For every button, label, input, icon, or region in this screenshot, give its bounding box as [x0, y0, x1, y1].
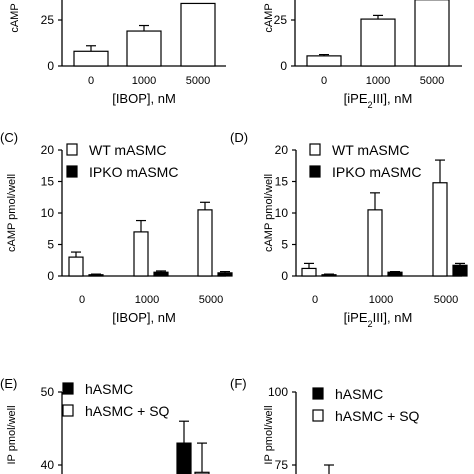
x-axis-label-D: [iPE2III], nM — [344, 310, 413, 329]
bar-B — [414, 0, 450, 67]
x-tick-label-A: 5000 — [186, 75, 210, 87]
y-tick-label-E: 50 — [41, 385, 55, 399]
y-tick-label-C: 20 — [41, 143, 55, 157]
y-tick-label-D: 20 — [275, 143, 289, 157]
y-tick-label-C: 15 — [41, 175, 55, 189]
bar-D — [432, 182, 448, 277]
x-axis-label-A: [IBOP], nM — [112, 91, 176, 106]
legend-label-E: hASMC + SQ — [85, 403, 170, 419]
y-tick-label-B: 0 — [280, 59, 287, 73]
y-axis-label-A: cAMP — [9, 3, 21, 32]
y-axis-label-C: cAMP pmol/well — [6, 174, 18, 252]
bar-B — [360, 18, 396, 67]
x-tick-label-B: 5000 — [420, 75, 444, 87]
x-axis-label-B: [iPE2III], nM — [344, 91, 413, 110]
y-tick-label-C: 10 — [41, 206, 55, 220]
legend-label-D: WT mASMC — [332, 142, 410, 158]
bar-D — [367, 209, 383, 277]
bar-C — [68, 256, 84, 277]
x-axis-label-C: [IBOP], nM — [112, 310, 176, 325]
bar-A — [73, 50, 109, 67]
y-axis-label-B: cAMP — [263, 3, 275, 32]
x-tick-label-D: 1000 — [369, 294, 393, 306]
x-tick-label-B: 1000 — [366, 75, 390, 87]
panel-label-C: (C) — [0, 130, 18, 145]
legend-swatch-C — [66, 165, 78, 178]
y-axis-label-E: IP pmol/well — [6, 405, 18, 464]
legend-swatch-E — [62, 382, 74, 395]
panel-label-E: (E) — [0, 376, 17, 391]
panel-label-D: (D) — [230, 130, 248, 145]
bar-B — [306, 55, 342, 67]
y-tick-label-A: 25 — [41, 13, 55, 27]
x-tick-label-B: 0 — [321, 75, 327, 87]
x-tick-label-C: 1000 — [135, 294, 159, 306]
y-tick-label-C: 5 — [47, 238, 54, 252]
legend-swatch-D — [309, 143, 321, 156]
y-tick-label-F: 100 — [268, 385, 288, 399]
legend-label-F: hASMC — [335, 386, 383, 402]
legend-swatch-F — [312, 409, 324, 422]
bar-C — [217, 272, 233, 277]
y-tick-label-F: 75 — [275, 458, 289, 472]
x-tick-label-C: 5000 — [199, 294, 223, 306]
legend-label-C: WT mASMC — [89, 142, 167, 158]
y-tick-label-C: 0 — [47, 269, 54, 283]
legend-swatch-D — [309, 165, 321, 178]
x-tick-label-D: 5000 — [434, 294, 458, 306]
legend-label-E: hASMC — [85, 381, 133, 397]
bar-C — [133, 231, 149, 277]
bar-C — [153, 271, 169, 277]
y-tick-label-D: 5 — [281, 238, 288, 252]
legend-label-F: hASMC + SQ — [335, 408, 420, 424]
panel-label-F: (F) — [230, 376, 247, 391]
y-axis-label-F: IP pmol/well — [263, 405, 275, 464]
bar-C — [197, 209, 213, 277]
bar-A — [180, 2, 216, 67]
y-tick-label-E: 40 — [41, 458, 55, 472]
y-tick-label-D: 0 — [281, 269, 288, 283]
bar-D — [452, 264, 468, 277]
legend-swatch-E — [62, 404, 74, 417]
x-tick-label-D: 0 — [312, 294, 318, 306]
x-tick-label-A: 0 — [88, 75, 94, 87]
y-tick-label-B: 25 — [274, 13, 288, 27]
y-tick-label-A: 0 — [47, 59, 54, 73]
legend-swatch-C — [66, 143, 78, 156]
legend-label-D: IPKO mASMC — [332, 164, 421, 180]
x-tick-label-C: 0 — [79, 294, 85, 306]
bar-D — [301, 267, 317, 277]
y-tick-label-D: 15 — [275, 175, 289, 189]
y-axis-label-D: cAMP pmol/well — [263, 174, 275, 252]
y-tick-label-D: 10 — [275, 206, 289, 220]
bar-E — [176, 442, 192, 474]
legend-swatch-F — [312, 387, 324, 400]
bar-D — [387, 271, 403, 277]
bar-C — [88, 274, 104, 277]
bar-A — [126, 30, 162, 67]
legend-label-C: IPKO mASMC — [89, 164, 178, 180]
x-tick-label-A: 1000 — [132, 75, 156, 87]
bar-D — [321, 274, 337, 277]
